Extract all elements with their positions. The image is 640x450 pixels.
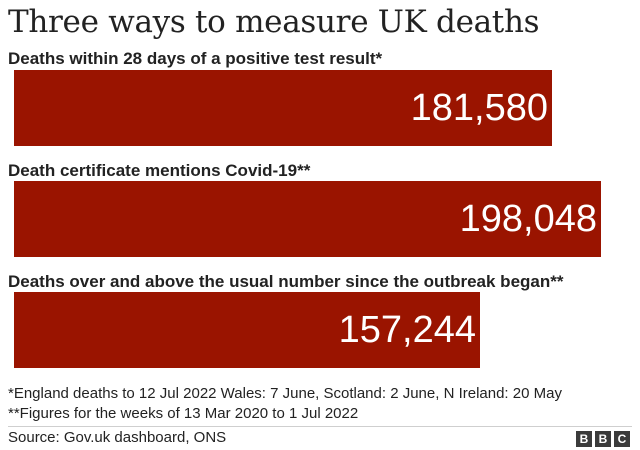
bar-3: 157,244 [14, 292, 480, 368]
bar-label-3: Deaths over and above the usual number s… [8, 272, 564, 291]
footnote-2: **Figures for the weeks of 13 Mar 2020 t… [8, 405, 359, 422]
bar-label-2: Death certificate mentions Covid-19** [8, 161, 311, 180]
bbc-logo-letter-3: C [614, 431, 630, 447]
bar-value-label-3: 157,244 [338, 309, 476, 351]
footer-divider [8, 426, 632, 427]
bbc-logo: B B C [576, 431, 630, 447]
bar-value-label-1: 181,580 [410, 87, 548, 129]
chart-title: Three ways to measure UK deaths [8, 4, 540, 40]
bar-value-label-2: 198,048 [459, 198, 597, 240]
bbc-logo-letter-2: B [595, 431, 611, 447]
bar-chart: Deaths within 28 days of a positive test… [8, 49, 601, 368]
bar-2: 198,048 [14, 181, 601, 257]
source-text: Source: Gov.uk dashboard, ONS [8, 429, 227, 446]
footnotes: *England deaths to 12 Jul 2022 Wales: 7 … [8, 384, 562, 424]
bar-label-1: Deaths within 28 days of a positive test… [8, 49, 383, 68]
bbc-logo-letter-1: B [576, 431, 592, 447]
bar-1: 181,580 [14, 70, 552, 146]
footnote-1: *England deaths to 12 Jul 2022 Wales: 7 … [8, 385, 562, 402]
